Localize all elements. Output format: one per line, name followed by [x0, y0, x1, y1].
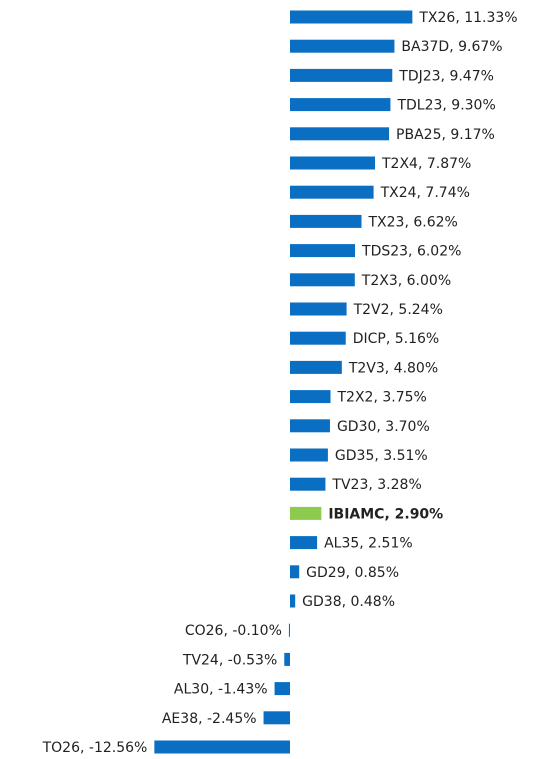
bar [290, 419, 330, 433]
bar-label: TDJ23, 9.47% [398, 68, 494, 84]
bar [290, 156, 375, 170]
bar-label: TV23, 3.28% [331, 477, 421, 493]
bar [290, 302, 347, 316]
bar [290, 506, 322, 520]
bar-label: PBA25, 9.17% [396, 127, 495, 143]
bar-label: TV24, -0.53% [182, 652, 277, 668]
bar-label: AL30, -1.43% [174, 682, 268, 698]
bar [290, 127, 390, 141]
bar-label: TX23, 6.62% [367, 214, 457, 230]
bar-label: T2X4, 7.87% [381, 156, 471, 172]
bar [290, 10, 413, 24]
bar-label: T2V3, 4.80% [348, 360, 438, 376]
bar-label: TDL23, 9.30% [396, 98, 495, 114]
bar-label: T2X2, 3.75% [337, 390, 427, 406]
bar-label: TDS23, 6.02% [361, 244, 461, 260]
bar [290, 185, 374, 199]
bar [290, 98, 391, 112]
bar-label: CO26, -0.10% [185, 623, 282, 639]
bar [288, 623, 290, 637]
bar [274, 682, 290, 696]
bar [290, 448, 328, 462]
bar [290, 273, 355, 287]
bar [290, 244, 356, 258]
bar [154, 740, 290, 754]
bar-label: TX26, 11.33% [418, 10, 517, 26]
bar [290, 565, 300, 579]
bar-label: GD30, 3.70% [337, 419, 430, 435]
bar-label: TO26, -12.56% [42, 740, 148, 756]
bar-label: DICP, 5.16% [353, 331, 440, 347]
bar [284, 652, 290, 666]
bar [290, 536, 318, 550]
bar-label: GD29, 0.85% [306, 565, 399, 581]
bar-label: BA37D, 9.67% [401, 39, 502, 55]
bar [290, 68, 393, 82]
bar-label: GD38, 0.48% [302, 594, 395, 610]
bar-label: AE38, -2.45% [162, 711, 257, 727]
bar-label: IBIAMC, 2.90% [328, 506, 443, 522]
bar [290, 477, 326, 491]
bar-label: GD35, 3.51% [335, 448, 428, 464]
bar [263, 711, 290, 725]
bar-label: T2X3, 6.00% [361, 273, 451, 289]
bar [290, 331, 346, 345]
bar-label: TX24, 7.74% [380, 185, 470, 201]
bar [290, 594, 296, 608]
bar [290, 390, 331, 404]
bar-label: AL35, 2.51% [324, 536, 413, 552]
bar [290, 360, 342, 374]
bar [290, 214, 362, 228]
bar-label: T2V2, 5.24% [353, 302, 443, 318]
bar [290, 39, 395, 53]
